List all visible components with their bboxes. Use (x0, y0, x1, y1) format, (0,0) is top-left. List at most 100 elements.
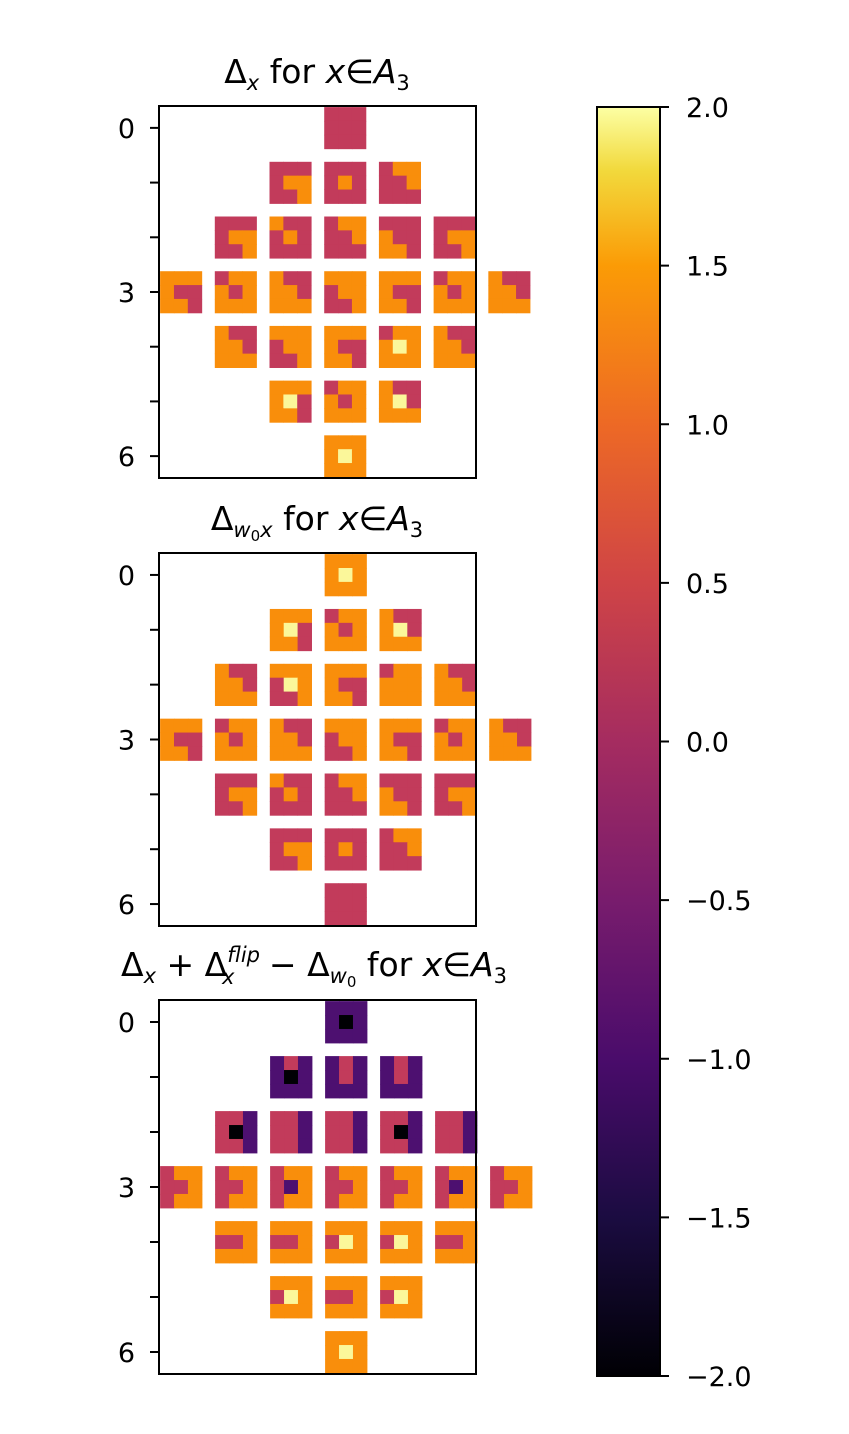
heatmap-subcell (352, 1248, 368, 1264)
heatmap-subcell (324, 380, 339, 395)
heatmap-subcell (297, 663, 312, 679)
heatmap-subcell (489, 746, 504, 761)
heatmap-subcell (215, 1125, 230, 1140)
heatmap-subcell (434, 691, 449, 706)
heatmap-subcell (269, 380, 284, 395)
heatmap-subcell (242, 353, 257, 368)
heatmap-cell (325, 1166, 368, 1209)
heatmap-subcell (352, 1345, 368, 1360)
heatmap-subcell (462, 1221, 478, 1236)
heatmap-subcell (283, 230, 298, 245)
heatmap-subcell (269, 622, 285, 638)
heatmap-cell (489, 718, 532, 761)
panel-title: Δx for x∈A3 (224, 52, 410, 95)
heatmap-subcell (339, 1193, 354, 1209)
heatmap-cell (435, 1111, 478, 1154)
heatmap-cell (490, 1166, 533, 1209)
heatmap-subcell (406, 325, 421, 341)
heatmap-subcell (380, 1070, 395, 1085)
heatmap-subcell (433, 244, 448, 259)
heatmap-subcell (407, 1290, 423, 1305)
heatmap-subcell (462, 1166, 478, 1181)
heatmap-subcell (324, 107, 339, 122)
heatmap-subcell (406, 380, 421, 395)
heatmap-subcell (187, 1180, 203, 1195)
heatmap-subcell (297, 1193, 313, 1209)
heatmap-subcell (352, 622, 367, 638)
heatmap-subcell (351, 325, 367, 341)
heatmap-subcell (297, 216, 312, 231)
heatmap-subcell (462, 801, 477, 816)
heatmap-subcell (448, 663, 463, 679)
y-tick-label: 3 (118, 1173, 135, 1204)
heatmap-subcell (242, 1180, 258, 1195)
heatmap-subcell (324, 285, 339, 300)
heatmap-cell (380, 1166, 423, 1209)
heatmap-subcell (269, 691, 285, 706)
heatmap-subcell (393, 746, 408, 761)
heatmap-cell (434, 718, 477, 761)
heatmap-subcell (325, 1166, 340, 1181)
heatmap-subcell (407, 1166, 423, 1181)
heatmap-subcell (297, 828, 312, 843)
heatmap-subcell (338, 120, 353, 136)
heatmap-subcell (160, 285, 175, 300)
heatmap-subcell (270, 1235, 285, 1250)
heatmap-subcell (517, 732, 532, 747)
heatmap-subcell (324, 230, 339, 245)
heatmap-subcell (242, 732, 258, 747)
heatmap-subcell (174, 1180, 189, 1195)
heatmap-subcell (392, 271, 408, 286)
axes-frame (158, 105, 477, 479)
heatmap-subcell (406, 298, 421, 314)
heatmap-cell (379, 663, 422, 706)
heatmap-subcell (449, 1111, 464, 1126)
heatmap-subcell (379, 732, 394, 747)
heatmap-subcell (351, 161, 367, 177)
heatmap-subcell (229, 1125, 244, 1140)
heatmap-subcell (406, 244, 421, 259)
heatmap-subcell (242, 244, 257, 259)
heatmap-subcell (324, 298, 339, 314)
heatmap-cell (434, 663, 477, 706)
heatmap-subcell (242, 271, 257, 286)
heatmap-subcell (392, 339, 408, 355)
heatmap-cell (379, 773, 422, 816)
heatmap-subcell (324, 856, 340, 871)
heatmap-subcell (324, 636, 340, 652)
heatmap-subcell (380, 1303, 395, 1319)
heatmap-subcell (461, 285, 476, 300)
heatmap-subcell (325, 1193, 340, 1209)
heatmap-subcell (270, 1166, 285, 1181)
heatmap-subcell (242, 1221, 258, 1236)
heatmap-subcell (228, 298, 244, 314)
heatmap-subcell (339, 1276, 354, 1291)
heatmap-cell (325, 1331, 368, 1374)
heatmap-subcell (379, 773, 394, 788)
heatmap-subcell (214, 787, 230, 802)
heatmap-subcell (215, 1166, 230, 1181)
heatmap-subcell (283, 353, 298, 368)
heatmap-subcell (160, 732, 175, 747)
heatmap-subcell (283, 636, 299, 652)
heatmap-subcell (338, 911, 353, 926)
heatmap-cell (435, 1166, 478, 1209)
heatmap-cell (379, 718, 422, 761)
heatmap-subcell (284, 1193, 299, 1209)
heatmap-subcell (379, 718, 394, 734)
heatmap-subcell (461, 230, 476, 245)
heatmap-subcell (462, 1138, 478, 1154)
heatmap-subcell (351, 285, 367, 300)
heatmap-subcell (407, 1083, 423, 1099)
heatmap-subcell (378, 339, 394, 355)
heatmap-subcell (338, 394, 353, 409)
heatmap-subcell (284, 1056, 299, 1071)
heatmap-subcell (392, 244, 408, 259)
heatmap-subcell (435, 1166, 450, 1181)
heatmap-subcell (447, 325, 462, 341)
heatmap-subcell (214, 244, 230, 259)
heatmap-subcell (338, 380, 353, 395)
heatmap-subcell (270, 1303, 285, 1319)
heatmap-cell (270, 1221, 313, 1264)
heatmap-subcell (338, 622, 353, 638)
